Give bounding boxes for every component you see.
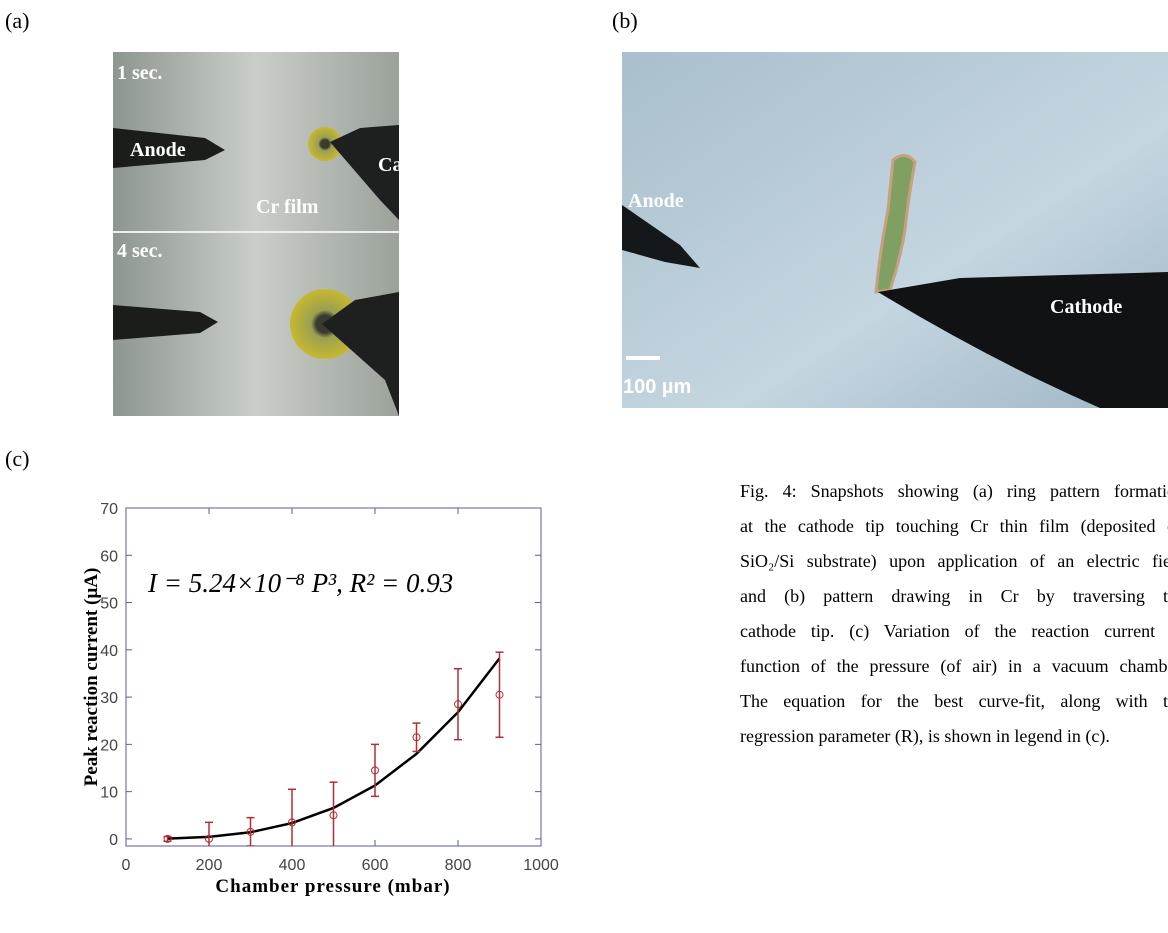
y-tick-label: 20 <box>100 737 118 754</box>
photo-text: 4 sec. <box>117 240 163 262</box>
x-tick-label: 0 <box>122 857 131 874</box>
y-axis-title: Peak reaction current (µA) <box>81 568 102 787</box>
caption-line: cathode tip. (c) Variation of the reacti… <box>740 614 1168 649</box>
scale-bar <box>626 356 660 360</box>
x-tick-label: 800 <box>445 857 472 874</box>
y-tick-label: 40 <box>100 643 118 660</box>
x-tick-label: 600 <box>362 857 389 874</box>
photo-text: Cathode <box>1050 296 1122 318</box>
scale-text: 100 µm <box>623 376 691 398</box>
figure: 1 sec. Anode Cathode Cr film 4 sec. Anod… <box>0 0 1168 933</box>
x-tick-label: 400 <box>279 857 306 874</box>
photo-text: 1 sec. <box>117 62 163 84</box>
caption-line: Fig. 4: Snapshots showing (a) ring patte… <box>740 474 1168 509</box>
photo-text: Anode <box>628 190 684 212</box>
photo-text: Cr film <box>256 196 319 218</box>
photo-a <box>113 52 399 416</box>
y-tick-label: 60 <box>100 548 118 565</box>
y-tick-label: 10 <box>100 785 118 802</box>
x-axis-title: Chamber pressure (mbar) <box>215 876 450 897</box>
plot-area <box>164 652 504 855</box>
caption-line: SiO₂/Si substrate) upon application of a… <box>740 544 1168 579</box>
caption-line: The equation for the best curve-fit, alo… <box>740 684 1168 719</box>
caption-line: and (b) pattern drawing in Cr by travers… <box>740 579 1168 614</box>
caption-line: function of the pressure (of air) in a v… <box>740 649 1168 684</box>
photo-b <box>622 52 1168 408</box>
y-tick-label: 50 <box>100 596 118 613</box>
page: (a) (b) (c) 1 sec. Anode Cathode Cr film… <box>0 0 1168 933</box>
x-tick-label: 200 <box>196 857 223 874</box>
y-tick-label: 70 <box>100 501 118 518</box>
x-tick-label: 1000 <box>523 857 559 874</box>
y-tick-label: 0 <box>109 832 118 849</box>
photo-text: Anode <box>130 139 186 161</box>
caption-line: regression parameter (R), is shown in le… <box>740 719 1168 754</box>
fit-equation: I = 5.24×10⁻⁸ P³, R² = 0.93 <box>147 568 453 598</box>
y-tick-label: 30 <box>100 690 118 707</box>
caption-line: at the cathode tip touching Cr thin film… <box>740 509 1168 544</box>
photo-text: Cathode <box>378 154 450 176</box>
